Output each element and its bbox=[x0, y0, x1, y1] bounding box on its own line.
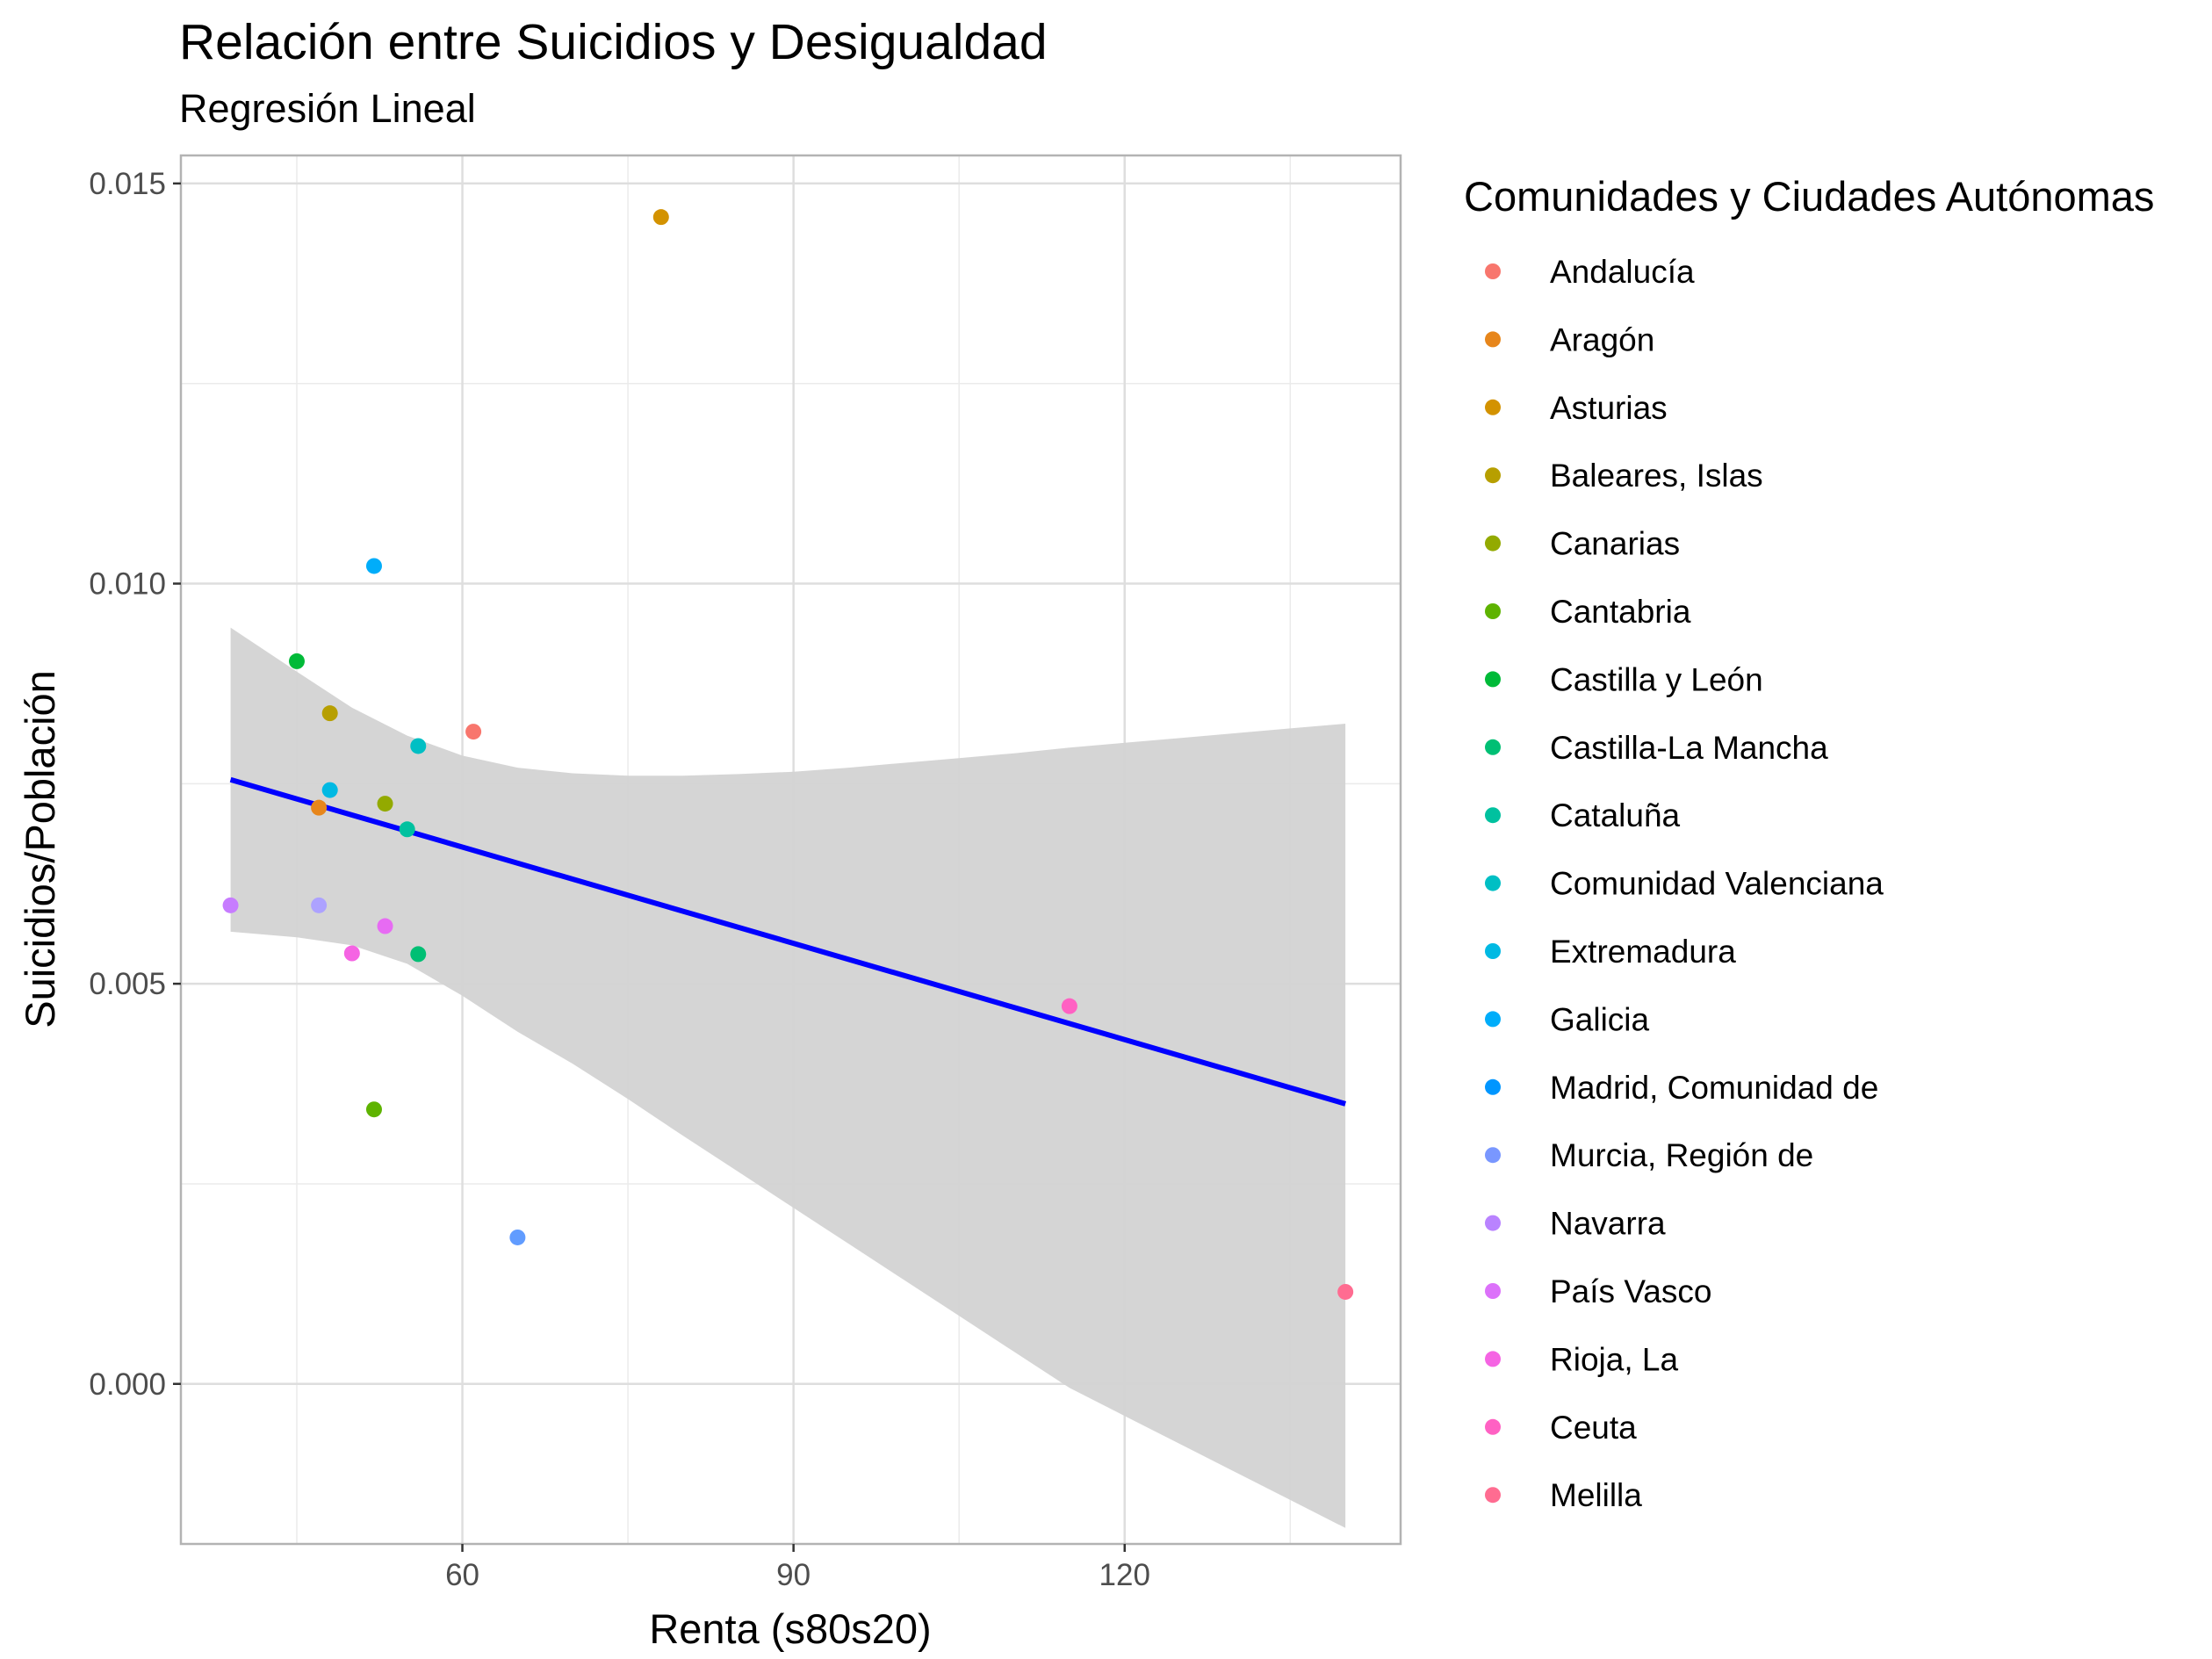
legend-key bbox=[1485, 263, 1501, 279]
data-point bbox=[288, 653, 305, 669]
y-tick-label: 0.005 bbox=[89, 967, 166, 1001]
data-point bbox=[222, 897, 239, 913]
legend-label: Melilla bbox=[1550, 1477, 1642, 1513]
data-point bbox=[321, 705, 338, 722]
confidence-band bbox=[230, 627, 1346, 1528]
data-point bbox=[311, 799, 328, 816]
x-tick-label: 90 bbox=[776, 1558, 811, 1592]
confidence-band-layer bbox=[230, 627, 1346, 1528]
data-point bbox=[652, 209, 669, 226]
legend-key bbox=[1485, 943, 1501, 959]
data-point bbox=[365, 1101, 382, 1118]
legend-label: Asturias bbox=[1550, 390, 1668, 426]
legend-label: País Vasco bbox=[1550, 1273, 1711, 1309]
regression-line-layer bbox=[229, 776, 1346, 1107]
data-point bbox=[377, 796, 393, 812]
legend-label: Murcia, Región de bbox=[1550, 1137, 1813, 1173]
data-point bbox=[321, 782, 338, 798]
data-point bbox=[377, 918, 393, 934]
x-tick-label: 60 bbox=[445, 1558, 479, 1592]
legend-key bbox=[1485, 1351, 1501, 1367]
legend-key bbox=[1485, 739, 1501, 755]
y-tick-label: 0.010 bbox=[89, 567, 166, 602]
legend-label: Galicia bbox=[1550, 1001, 1650, 1037]
legend-label: Baleares, Islas bbox=[1550, 458, 1763, 494]
regression-line bbox=[229, 776, 1346, 1107]
y-axis-ticks: 0.000 0.005 0.010 0.015 bbox=[89, 167, 181, 1402]
data-point bbox=[343, 945, 360, 962]
legend-label: Ceuta bbox=[1550, 1410, 1637, 1446]
legend-label: Navarra bbox=[1550, 1206, 1666, 1242]
chart-subtitle: Regresión Lineal bbox=[179, 86, 476, 131]
legend-label: Rioja, La bbox=[1550, 1341, 1678, 1377]
y-tick-label: 0.015 bbox=[89, 167, 166, 201]
legend-label: Comunidad Valenciana bbox=[1550, 866, 1884, 902]
legend-key bbox=[1485, 1487, 1501, 1504]
legend-key bbox=[1485, 807, 1501, 824]
data-point bbox=[399, 821, 415, 838]
legend-key bbox=[1485, 671, 1501, 688]
legend-label: Madrid, Comunidad de bbox=[1550, 1070, 1878, 1106]
legend-label: Aragón bbox=[1550, 321, 1654, 357]
data-point bbox=[1061, 998, 1077, 1014]
legend-key bbox=[1485, 1215, 1501, 1231]
legend-key bbox=[1485, 1147, 1501, 1164]
legend: Andalucía Aragón Asturias Baleares, Islas Ca… bbox=[1485, 254, 1884, 1513]
legend-label: Andalucía bbox=[1550, 254, 1695, 290]
data-point bbox=[410, 946, 427, 963]
legend-key bbox=[1485, 603, 1501, 619]
data-points bbox=[222, 209, 1354, 1300]
legend-key bbox=[1485, 1418, 1501, 1435]
data-point bbox=[311, 897, 328, 913]
legend-label: Cantabria bbox=[1550, 594, 1691, 630]
legend-label: Castilla y León bbox=[1550, 661, 1763, 697]
y-axis-title: Suicidios/Población bbox=[17, 670, 63, 1028]
data-point bbox=[465, 724, 482, 740]
legend-key bbox=[1485, 467, 1501, 484]
legend-title: Comunidades y Ciudades Autónomas bbox=[1464, 173, 2154, 220]
data-point bbox=[365, 558, 382, 574]
legend-key bbox=[1485, 1283, 1501, 1299]
data-point bbox=[410, 738, 427, 754]
x-axis-ticks: 60 90 120 bbox=[445, 1544, 1150, 1592]
legend-key bbox=[1485, 331, 1501, 348]
data-point bbox=[1337, 1283, 1354, 1300]
legend-key bbox=[1485, 1078, 1501, 1095]
plot-border bbox=[179, 154, 1402, 1546]
legend-key bbox=[1485, 399, 1501, 415]
legend-key bbox=[1485, 875, 1501, 891]
x-axis-title: Renta (s80s20) bbox=[649, 1605, 931, 1652]
legend-key bbox=[1485, 535, 1501, 552]
legend-label: Extremadura bbox=[1550, 934, 1736, 970]
legend-key bbox=[1485, 1011, 1501, 1028]
chart-title: Relación entre Suicidios y Desigualdad bbox=[179, 14, 1048, 70]
data-point bbox=[509, 1229, 526, 1245]
y-tick-label: 0.000 bbox=[89, 1367, 166, 1402]
legend-label: Castilla-La Mancha bbox=[1550, 730, 1828, 766]
legend-label: Cataluña bbox=[1550, 797, 1681, 833]
x-tick-label: 120 bbox=[1099, 1558, 1150, 1592]
legend-label: Canarias bbox=[1550, 526, 1680, 562]
